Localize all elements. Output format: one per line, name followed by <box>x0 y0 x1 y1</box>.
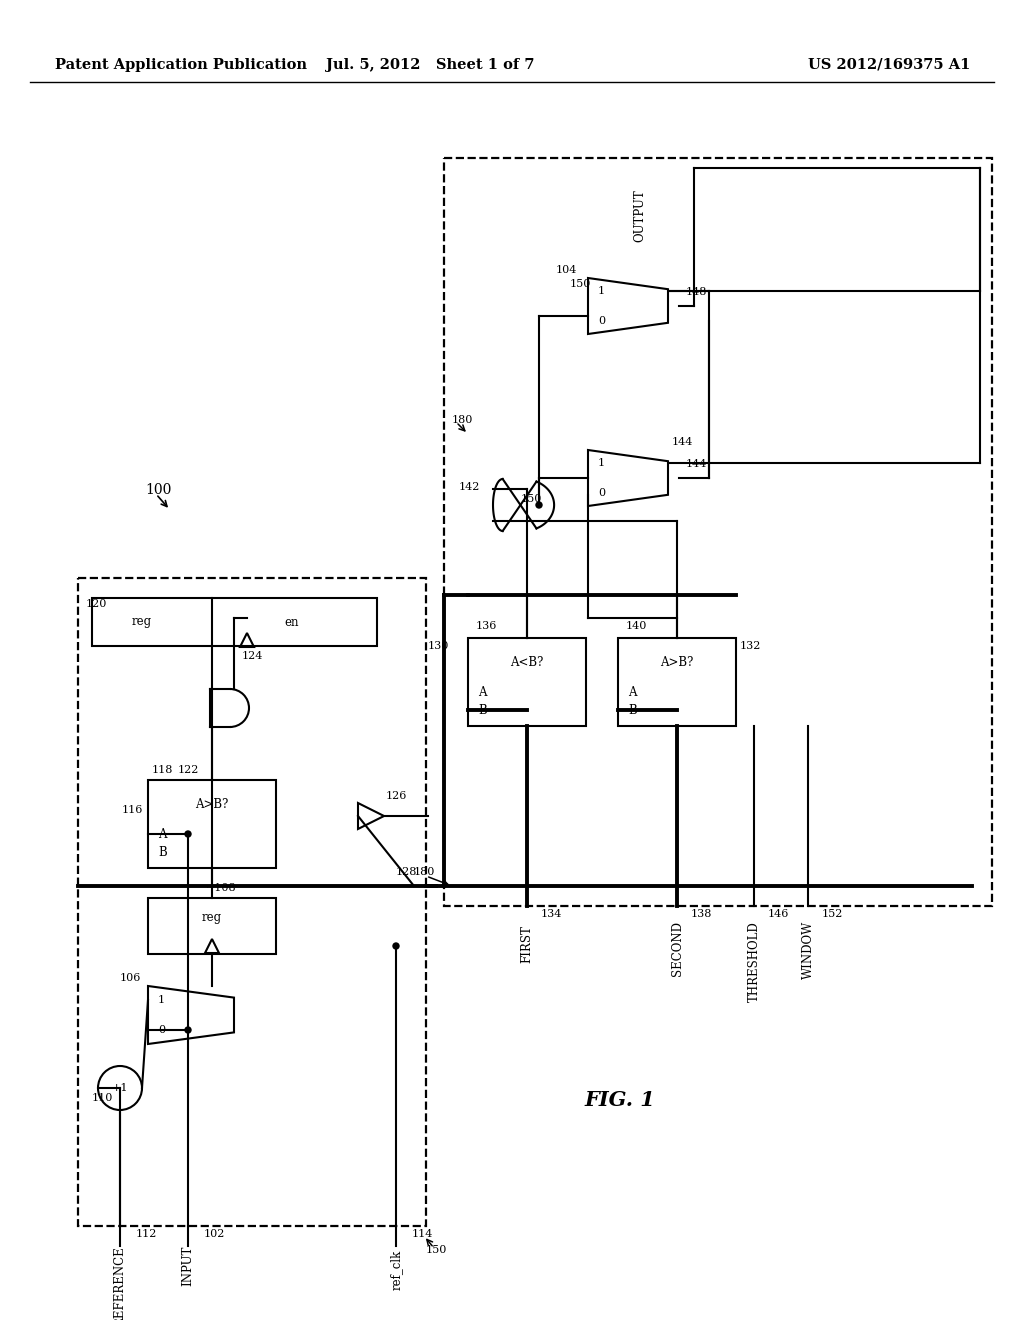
Text: 118: 118 <box>152 766 173 775</box>
FancyBboxPatch shape <box>92 598 377 645</box>
Text: 134: 134 <box>541 909 562 919</box>
Text: 114: 114 <box>412 1229 433 1239</box>
Text: 150: 150 <box>521 494 543 504</box>
Text: 132: 132 <box>740 642 762 651</box>
Text: 146: 146 <box>768 909 790 919</box>
Text: 0: 0 <box>598 488 605 498</box>
Text: 152: 152 <box>822 909 844 919</box>
Text: 1: 1 <box>598 458 605 469</box>
Text: 124: 124 <box>242 651 263 661</box>
FancyBboxPatch shape <box>78 578 426 1226</box>
Text: ~108: ~108 <box>206 883 237 894</box>
Text: US 2012/169375 A1: US 2012/169375 A1 <box>808 58 970 73</box>
Text: WINDOW: WINDOW <box>802 921 814 979</box>
Text: 1: 1 <box>158 995 165 1005</box>
Text: 144: 144 <box>672 437 693 447</box>
Text: INPUT: INPUT <box>181 1246 195 1286</box>
FancyBboxPatch shape <box>148 780 276 869</box>
Circle shape <box>536 502 542 508</box>
Text: A: A <box>628 685 637 698</box>
Text: 104: 104 <box>556 265 578 275</box>
Text: en: en <box>285 615 299 628</box>
Text: A: A <box>158 828 167 841</box>
Text: A>B?: A>B? <box>660 656 693 668</box>
Text: 102: 102 <box>204 1229 225 1239</box>
Text: 140: 140 <box>626 620 647 631</box>
Text: 136: 136 <box>476 620 498 631</box>
Text: 122: 122 <box>178 766 200 775</box>
Text: 0: 0 <box>598 315 605 326</box>
Text: 130: 130 <box>428 642 450 651</box>
FancyBboxPatch shape <box>468 638 586 726</box>
Text: Jul. 5, 2012   Sheet 1 of 7: Jul. 5, 2012 Sheet 1 of 7 <box>326 58 535 73</box>
Text: A: A <box>478 685 486 698</box>
Text: 120: 120 <box>86 599 108 609</box>
Text: 116: 116 <box>122 805 143 814</box>
Text: FIRST: FIRST <box>520 925 534 962</box>
Text: A<B?: A<B? <box>510 656 544 668</box>
Circle shape <box>393 942 399 949</box>
Text: 112: 112 <box>136 1229 158 1239</box>
Text: 148: 148 <box>686 286 708 297</box>
Text: SECOND: SECOND <box>671 920 683 975</box>
Text: reg: reg <box>202 912 222 924</box>
Text: 110: 110 <box>92 1093 114 1104</box>
Text: Patent Application Publication: Patent Application Publication <box>55 58 307 73</box>
Text: 150: 150 <box>570 279 592 289</box>
Text: FIG. 1: FIG. 1 <box>585 1090 655 1110</box>
FancyBboxPatch shape <box>618 638 736 726</box>
Circle shape <box>185 1027 191 1034</box>
Text: THRESHOLD: THRESHOLD <box>748 921 761 1002</box>
Text: 150: 150 <box>426 1245 447 1255</box>
Text: B: B <box>628 704 637 717</box>
Text: 0: 0 <box>158 1026 165 1035</box>
Text: B: B <box>158 846 167 858</box>
Text: reg: reg <box>132 615 152 628</box>
Text: 100: 100 <box>145 483 171 498</box>
Text: 142: 142 <box>459 482 480 492</box>
Text: 106: 106 <box>120 973 141 983</box>
FancyBboxPatch shape <box>148 898 276 954</box>
Text: 180: 180 <box>414 867 435 876</box>
Circle shape <box>185 832 191 837</box>
Text: 138: 138 <box>691 909 713 919</box>
Text: A>B?: A>B? <box>196 797 228 810</box>
Text: 144: 144 <box>686 459 708 469</box>
FancyBboxPatch shape <box>444 158 992 906</box>
Text: OUTPUT: OUTPUT <box>634 190 646 243</box>
Text: 1: 1 <box>598 286 605 296</box>
Text: B: B <box>478 704 486 717</box>
Text: 180: 180 <box>452 414 473 425</box>
Text: 128: 128 <box>396 867 418 876</box>
Text: 126: 126 <box>386 791 408 801</box>
Text: +1: +1 <box>112 1082 128 1093</box>
Text: ref_clk: ref_clk <box>389 1250 402 1290</box>
Text: REFERENCE: REFERENCE <box>114 1246 127 1320</box>
